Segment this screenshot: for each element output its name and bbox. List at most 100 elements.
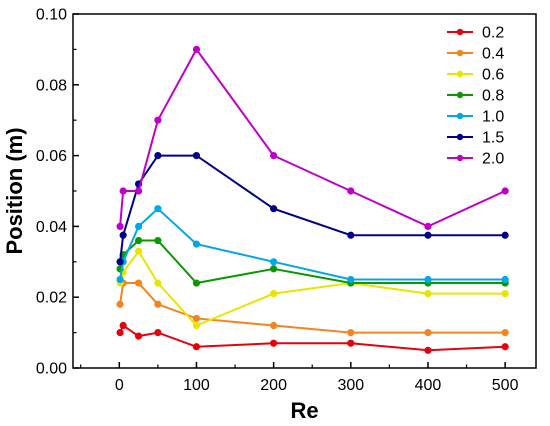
legend-item: 2.0 — [447, 151, 504, 168]
plot-area — [72, 13, 537, 369]
data-point — [270, 258, 278, 266]
data-point — [134, 187, 143, 195]
y-tick-label: 0.08 — [36, 77, 67, 94]
data-point — [270, 290, 278, 298]
legend-marker — [456, 133, 464, 141]
data-point — [270, 339, 278, 347]
legend-item: 1.5 — [447, 130, 504, 147]
data-point — [501, 290, 509, 298]
legend-label: 1.0 — [482, 109, 504, 126]
y-tick-label: 0.02 — [36, 290, 67, 307]
legend-item: 0.8 — [447, 88, 504, 105]
data-point — [347, 187, 355, 195]
data-point — [116, 258, 124, 266]
y-tick-label: 0.06 — [36, 148, 67, 165]
series-line — [119, 239, 506, 285]
series-2.0 — [116, 45, 509, 230]
data-point — [501, 343, 509, 351]
y-tick-label: 0.10 — [36, 7, 67, 24]
legend-label: 2.0 — [482, 151, 504, 168]
data-point — [501, 187, 509, 195]
data-point — [134, 247, 143, 255]
data-point — [192, 45, 201, 54]
x-tick-label: 300 — [337, 377, 364, 394]
data-point — [119, 231, 127, 239]
data-point — [424, 222, 432, 230]
x-tick-label: 0 — [115, 377, 124, 394]
legend-marker — [456, 91, 464, 99]
legend-label: 0.8 — [482, 88, 504, 105]
data-point — [154, 236, 162, 245]
data-point — [424, 231, 432, 239]
data-point — [119, 187, 127, 195]
data-point — [192, 152, 201, 160]
legend-label: 0.4 — [482, 46, 504, 63]
x-axis-title: Re — [290, 398, 318, 423]
data-point — [116, 300, 124, 308]
series-line — [119, 282, 506, 334]
data-point — [154, 205, 162, 213]
data-point — [347, 339, 355, 347]
legend-label: 0.2 — [482, 25, 504, 42]
x-tick-label: 100 — [183, 377, 210, 394]
series-line — [119, 154, 506, 262]
legend: 0.2 0.4 0.6 0.8 1.0 1.5 2.0 — [447, 25, 504, 168]
data-point — [192, 240, 201, 248]
data-point — [192, 314, 201, 323]
legend-marker — [456, 112, 464, 120]
data-point — [347, 275, 355, 284]
y-axis: 0.00 0.02 0.04 0.06 0.08 0.10 — [36, 7, 79, 378]
data-point — [501, 275, 509, 284]
x-tick-label: 200 — [260, 377, 287, 394]
y-tick-label: 0.04 — [36, 219, 67, 236]
legend-item: 0.4 — [447, 46, 504, 63]
data-point — [154, 300, 162, 308]
data-point — [270, 265, 278, 273]
data-point — [154, 116, 162, 124]
legend-marker — [456, 49, 464, 57]
legend-item: 0.6 — [447, 67, 504, 84]
x-axis: 0 100 200 300 400 500 — [80, 362, 519, 394]
y-tick-label: 0.00 — [36, 361, 67, 378]
data-point — [154, 152, 162, 160]
plot-frame — [72, 13, 537, 369]
data-point — [154, 328, 162, 337]
data-point — [270, 321, 278, 330]
data-point — [134, 222, 143, 230]
series-line — [119, 207, 506, 281]
data-point — [501, 231, 509, 239]
data-point — [116, 275, 124, 284]
legend-marker — [456, 28, 464, 36]
data-point — [347, 231, 355, 239]
legend-label: 0.6 — [482, 67, 504, 84]
data-point — [134, 236, 143, 245]
data-point — [154, 279, 162, 287]
x-tick-label: 500 — [492, 377, 519, 394]
legend-item: 0.2 — [447, 25, 504, 42]
legend-marker — [456, 70, 464, 78]
data-point — [424, 328, 432, 337]
data-point — [192, 343, 201, 351]
data-point — [424, 275, 432, 284]
data-point — [424, 290, 432, 298]
data-point — [192, 279, 201, 287]
data-point — [424, 346, 432, 354]
legend-label: 1.5 — [482, 130, 504, 147]
data-point — [270, 152, 278, 160]
y-axis-title: Position (m) — [2, 127, 27, 254]
data-point — [134, 279, 143, 287]
data-point — [119, 321, 127, 330]
data-point — [347, 328, 355, 337]
data-point — [192, 321, 201, 330]
data-point — [134, 332, 143, 340]
data-point — [116, 328, 124, 337]
series-0.4 — [116, 279, 509, 337]
legend-marker — [456, 154, 464, 162]
series-1.5 — [116, 152, 509, 266]
data-point — [501, 328, 509, 337]
series-0.2 — [116, 321, 509, 354]
data-point — [116, 222, 124, 230]
series-group — [116, 45, 509, 354]
